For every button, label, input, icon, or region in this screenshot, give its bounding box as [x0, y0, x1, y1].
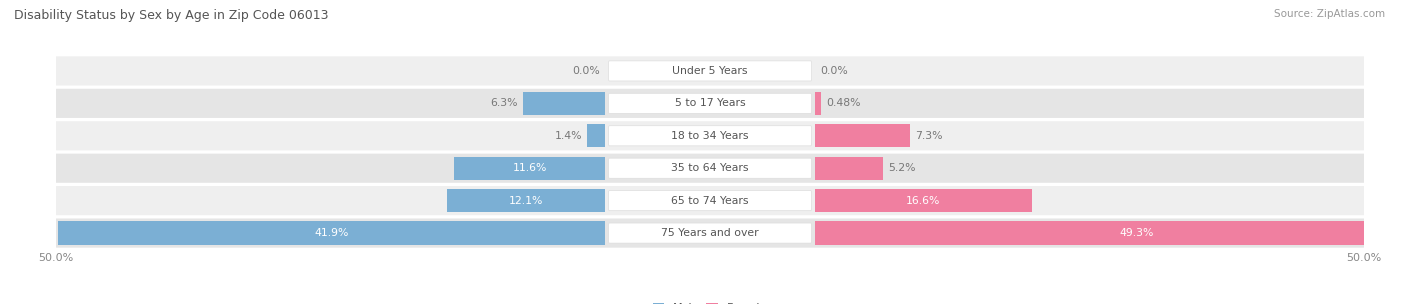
- Text: 0.48%: 0.48%: [827, 98, 860, 108]
- Bar: [814, 221, 1406, 245]
- Bar: [814, 157, 883, 180]
- Text: 7.3%: 7.3%: [915, 131, 943, 141]
- FancyBboxPatch shape: [56, 56, 1364, 85]
- Text: 6.3%: 6.3%: [491, 98, 517, 108]
- Bar: [454, 157, 606, 180]
- Bar: [814, 124, 910, 147]
- Text: 0.0%: 0.0%: [820, 66, 848, 76]
- Text: 35 to 64 Years: 35 to 64 Years: [671, 163, 749, 173]
- FancyBboxPatch shape: [609, 223, 811, 243]
- Bar: [523, 92, 606, 115]
- Text: Disability Status by Sex by Age in Zip Code 06013: Disability Status by Sex by Age in Zip C…: [14, 9, 329, 22]
- Bar: [588, 124, 606, 147]
- FancyBboxPatch shape: [56, 89, 1364, 118]
- FancyBboxPatch shape: [56, 121, 1364, 150]
- Text: Source: ZipAtlas.com: Source: ZipAtlas.com: [1274, 9, 1385, 19]
- FancyBboxPatch shape: [56, 219, 1364, 248]
- FancyBboxPatch shape: [56, 186, 1364, 215]
- Text: 5.2%: 5.2%: [887, 163, 915, 173]
- Bar: [814, 92, 821, 115]
- Text: 49.3%: 49.3%: [1119, 228, 1154, 238]
- Text: 11.6%: 11.6%: [512, 163, 547, 173]
- Text: 65 to 74 Years: 65 to 74 Years: [671, 196, 749, 206]
- Bar: [814, 189, 1032, 212]
- FancyBboxPatch shape: [609, 191, 811, 211]
- Bar: [447, 189, 606, 212]
- Text: 0.0%: 0.0%: [572, 66, 600, 76]
- FancyBboxPatch shape: [609, 158, 811, 178]
- Text: 1.4%: 1.4%: [554, 131, 582, 141]
- Bar: [58, 221, 606, 245]
- FancyBboxPatch shape: [609, 126, 811, 146]
- Legend: Male, Female: Male, Female: [648, 298, 772, 304]
- Text: Under 5 Years: Under 5 Years: [672, 66, 748, 76]
- FancyBboxPatch shape: [609, 61, 811, 81]
- Text: 5 to 17 Years: 5 to 17 Years: [675, 98, 745, 108]
- FancyBboxPatch shape: [609, 93, 811, 113]
- Text: 41.9%: 41.9%: [315, 228, 349, 238]
- Text: 18 to 34 Years: 18 to 34 Years: [671, 131, 749, 141]
- Text: 12.1%: 12.1%: [509, 196, 544, 206]
- Text: 75 Years and over: 75 Years and over: [661, 228, 759, 238]
- Text: 16.6%: 16.6%: [905, 196, 941, 206]
- FancyBboxPatch shape: [56, 154, 1364, 183]
